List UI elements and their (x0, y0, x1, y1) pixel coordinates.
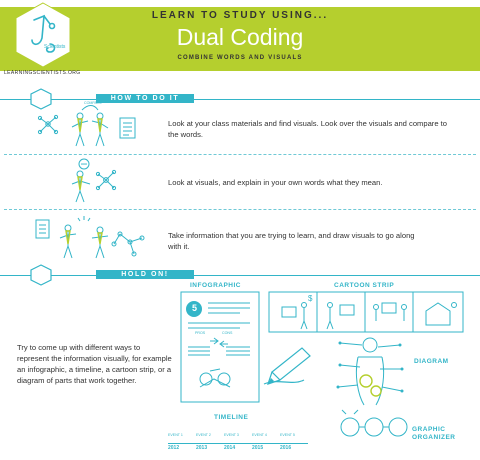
title-banner: LEARN TO STUDY USING... Dual Coding COMB… (0, 7, 480, 71)
graphic-organizer-label: GRAPHIC ORGANIZER (412, 426, 456, 442)
learning-scientists-logo-icon: Scientists (15, 2, 71, 68)
graphic-organizer-label-line2: ORGANIZER (412, 434, 456, 441)
compare-label: COMPARE (84, 101, 102, 105)
graphic-organizer-label-line1: GRAPHIC (412, 426, 446, 433)
page-title: Dual Coding (176, 24, 304, 50)
infographic-icon (180, 291, 260, 403)
infographic-label: INFOGRAPHIC (190, 282, 241, 289)
timeline-event: EVENT 5 (280, 433, 295, 437)
cartoon-strip-label: CARTOON STRIP (334, 282, 395, 289)
pros-label: PROS (195, 331, 206, 335)
timeline-event: EVENT 2 (196, 433, 211, 437)
timeline-event: EVENT 3 (224, 433, 239, 437)
page-subtitle: COMBINE WORDS AND VISUALS (177, 55, 303, 61)
diagram-icon (336, 337, 404, 406)
timeline-year: 2016 (280, 445, 292, 451)
divider (4, 209, 476, 210)
site-url: LEARNINGSCIENTISTS.ORG (4, 70, 81, 76)
hexagon-marker-icon (30, 88, 52, 110)
timeline-label: TIMELINE (214, 414, 249, 421)
divider (4, 154, 476, 155)
pencil-icon (263, 347, 311, 385)
draw-visual-icon (35, 216, 145, 259)
cartoon-strip-icon: $ (268, 291, 464, 333)
timeline-year: 2013 (196, 445, 208, 451)
graphic-organizer-icon (340, 409, 408, 437)
timeline-year: 2014 (224, 445, 236, 451)
pre-title: LEARN TO STUDY USING... (151, 10, 329, 21)
section-label-how: HOW TO DO IT (110, 95, 180, 102)
step-3-text: Take information that you are trying to … (168, 231, 415, 251)
compare-people-icon (37, 105, 136, 147)
hexagon-marker-icon (30, 264, 52, 286)
step-2-text: Look at visuals, and explain in your own… (168, 178, 383, 187)
timeline-event: EVENT 1 (168, 433, 183, 437)
timeline-event: EVENT 4 (252, 433, 267, 437)
explain-visual-icon (71, 158, 117, 203)
section-label-hold: HOLD ON! (121, 271, 169, 278)
infographic-number: 5 (192, 303, 198, 313)
svg-text:Scientists: Scientists (44, 44, 66, 50)
cons-label: CONS (222, 331, 233, 335)
timeline-year: 2015 (252, 445, 264, 451)
hold-on-text: Try to come up with different ways to re… (17, 343, 172, 385)
step-1-text: Look at your class materials and find vi… (168, 119, 448, 139)
header: LEARN TO STUDY USING... Dual Coding COMB… (0, 0, 480, 82)
svg-text:$: $ (308, 294, 313, 303)
diagram-label: DIAGRAM (414, 358, 449, 365)
timeline-year: 2012 (168, 445, 180, 451)
